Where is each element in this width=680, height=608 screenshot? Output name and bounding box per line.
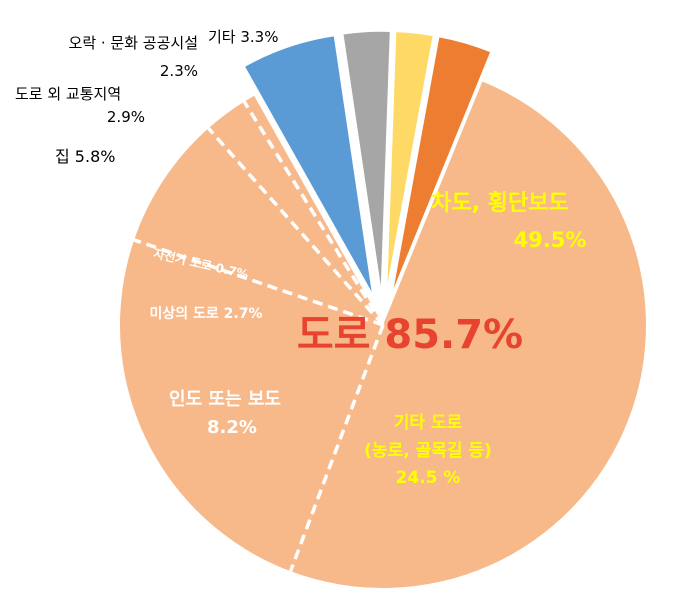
slice-label: 8.2% (207, 417, 257, 438)
slice-label: 차도, 횡단보도 (431, 191, 568, 216)
slice-label: (농로, 골목길 등) (364, 441, 492, 461)
slice-label: 2.3% (160, 62, 198, 80)
pie-slice (290, 81, 647, 588)
slice-label: 2.9% (107, 108, 145, 126)
slice-label: 미상의 도로 2.7% (150, 305, 263, 322)
slice-label: 도로 외 교통지역 (15, 85, 121, 103)
slice-label: 인도 또는 보도 (169, 389, 281, 410)
slice-divider (133, 238, 384, 327)
slice-label: 집 5.8% (55, 147, 115, 166)
slice-divider (242, 100, 385, 326)
slice-label: 24.5 % (396, 468, 461, 488)
pie-slice (385, 30, 435, 295)
slice-label: 오락 · 문화 공공시설 (69, 34, 198, 52)
pie-slice (243, 34, 374, 297)
pie-slice (119, 239, 384, 572)
pie-slice (390, 35, 493, 296)
group-annotation: 도로 85.7% (297, 312, 523, 358)
pie-slice (134, 128, 383, 325)
slice-label: 기타 3.3% (208, 28, 278, 46)
slice-divider (207, 127, 385, 327)
slice-divider (288, 324, 385, 572)
slice-label: 49.5% (514, 228, 587, 252)
pie-slice (208, 101, 383, 325)
slice-label: 기타 도로 (394, 413, 463, 433)
pie-slice (341, 30, 392, 295)
